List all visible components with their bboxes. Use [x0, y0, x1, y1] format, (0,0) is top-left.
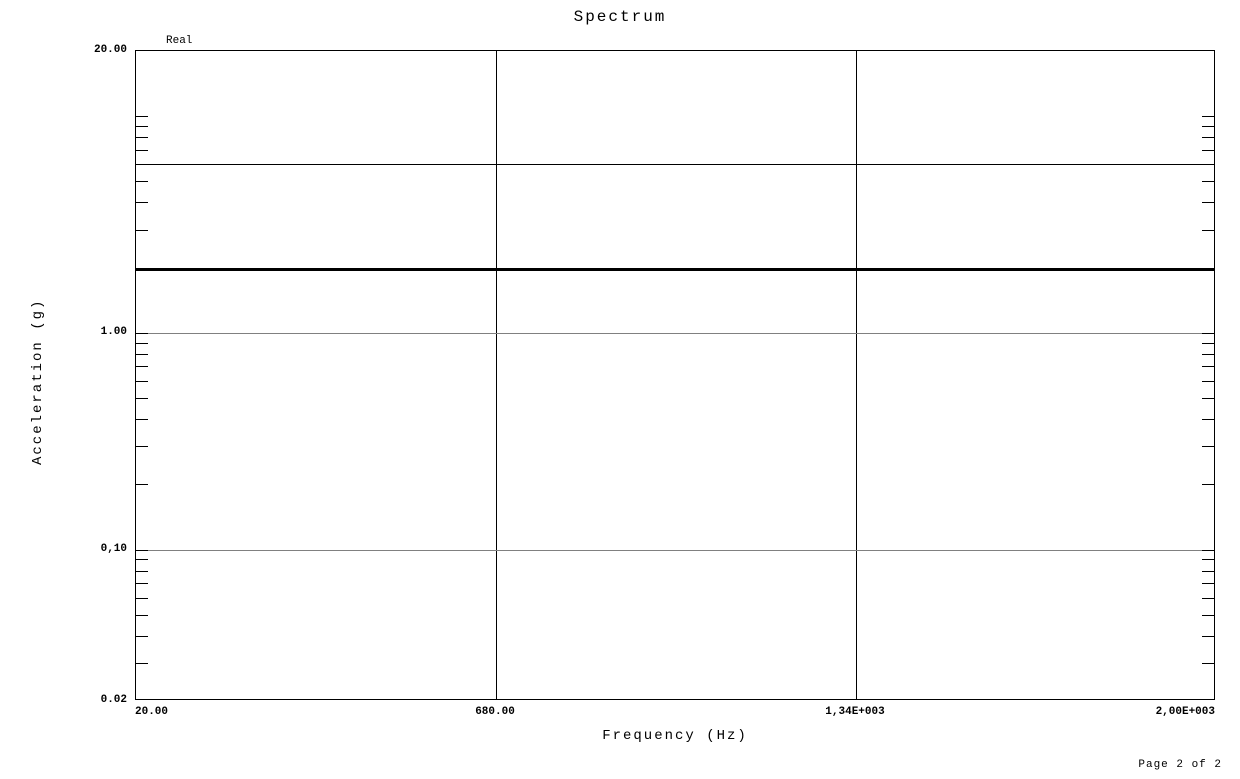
y-tick-mark	[136, 571, 148, 572]
y-tick-mark	[1202, 398, 1214, 399]
y-tick-mark	[1202, 636, 1214, 637]
x-tick-label: 1,34E+003	[825, 706, 884, 718]
y-tick-mark	[1202, 419, 1214, 420]
y-tick-mark	[136, 333, 148, 334]
chart-page: Spectrum Acceleration (g) Real Frequency…	[0, 0, 1240, 779]
y-tick-mark	[136, 398, 148, 399]
y-tick-mark	[1202, 343, 1214, 344]
y-tick-mark	[1202, 550, 1214, 551]
y-tick-mark	[1202, 333, 1214, 334]
y-tick-mark	[136, 150, 148, 151]
y-tick-mark	[1202, 137, 1214, 138]
y-tick-mark	[1202, 381, 1214, 382]
y-tick-label: 1.00	[101, 326, 127, 338]
plot-area: Real	[135, 50, 1215, 700]
y-tick-mark	[1202, 354, 1214, 355]
annotation-real: Real	[166, 35, 192, 47]
y-gridline	[136, 164, 1214, 165]
y-tick-mark	[1202, 583, 1214, 584]
y-tick-mark	[136, 381, 148, 382]
y-tick-mark	[136, 484, 148, 485]
y-tick-mark	[136, 615, 148, 616]
y-tick-mark	[136, 663, 148, 664]
y-tick-mark	[136, 550, 148, 551]
y-tick-mark	[136, 583, 148, 584]
chart-title: Spectrum	[0, 8, 1240, 26]
y-tick-mark	[136, 446, 148, 447]
y-tick-mark	[136, 598, 148, 599]
y-tick-mark	[136, 636, 148, 637]
y-tick-mark	[136, 419, 148, 420]
y-tick-label: 0.02	[101, 694, 127, 706]
y-tick-mark	[1202, 559, 1214, 560]
y-tick-label: 20.00	[94, 44, 127, 56]
y-tick-mark	[1202, 150, 1214, 151]
y-tick-mark	[1202, 126, 1214, 127]
y-tick-mark	[136, 126, 148, 127]
y-tick-mark	[1202, 615, 1214, 616]
y-tick-mark	[1202, 116, 1214, 117]
y-tick-mark	[136, 116, 148, 117]
x-tick-label: 20.00	[135, 706, 168, 718]
y-tick-mark	[136, 202, 148, 203]
x-tick-label: 680.00	[475, 706, 515, 718]
x-gridline	[496, 51, 497, 699]
y-tick-mark	[1202, 202, 1214, 203]
y-tick-mark	[1202, 446, 1214, 447]
y-tick-mark	[136, 230, 148, 231]
y-gridline	[136, 550, 1214, 551]
y-tick-mark	[136, 137, 148, 138]
y-tick-mark	[1202, 230, 1214, 231]
y-tick-mark	[1202, 598, 1214, 599]
y-tick-mark	[136, 343, 148, 344]
y-tick-mark	[1202, 181, 1214, 182]
y-axis-label: Acceleration (g)	[30, 299, 46, 465]
y-tick-mark	[136, 164, 148, 165]
y-tick-mark	[1202, 164, 1214, 165]
y-tick-mark	[136, 366, 148, 367]
y-tick-mark	[1202, 366, 1214, 367]
y-tick-label: 0,10	[101, 543, 127, 555]
x-axis-label: Frequency (Hz)	[135, 728, 1215, 744]
y-gridline	[136, 333, 1214, 334]
y-tick-mark	[1202, 663, 1214, 664]
y-tick-mark	[136, 354, 148, 355]
x-tick-label: 2,00E+003	[1156, 706, 1215, 718]
y-tick-mark	[136, 181, 148, 182]
series-line	[136, 268, 1214, 271]
page-footer: Page 2 of 2	[1138, 759, 1222, 771]
y-tick-mark	[1202, 571, 1214, 572]
y-tick-mark	[1202, 484, 1214, 485]
x-gridline	[856, 51, 857, 699]
y-tick-mark	[136, 559, 148, 560]
